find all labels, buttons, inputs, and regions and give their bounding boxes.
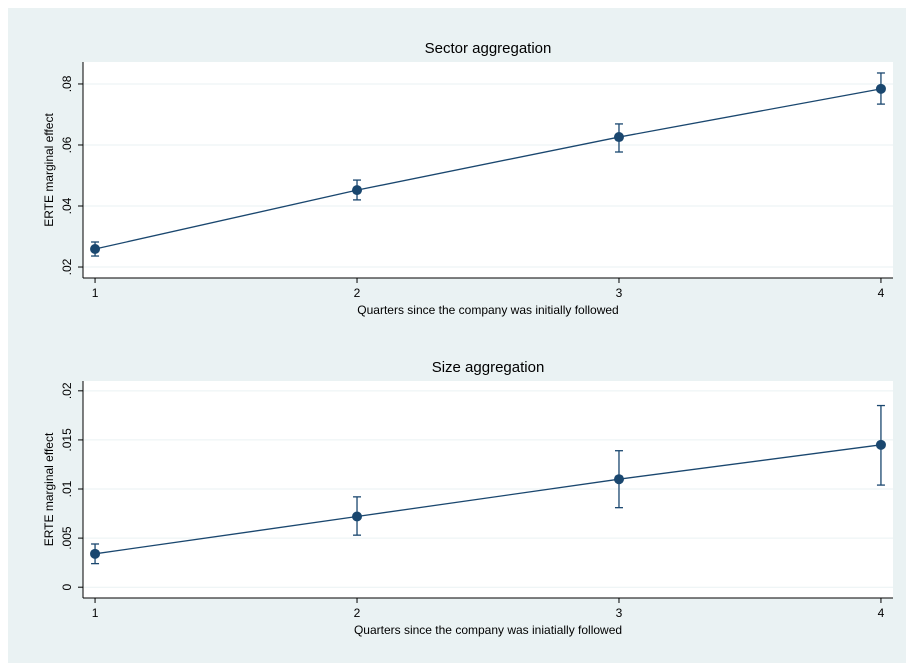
x-tick-label: 1 bbox=[92, 606, 99, 620]
marker bbox=[90, 244, 101, 255]
series-line bbox=[94, 88, 882, 250]
panel-title: Sector aggregation bbox=[425, 40, 552, 57]
series-line bbox=[94, 444, 882, 555]
marker bbox=[90, 548, 101, 559]
marker bbox=[352, 185, 363, 196]
y-axis-label: ERTE marginal effect bbox=[42, 113, 56, 227]
x-tick-label: 1 bbox=[92, 286, 99, 300]
x-axis-label: Quarters since the company was initially… bbox=[357, 303, 618, 317]
x-tick-label: 4 bbox=[878, 606, 885, 620]
marker bbox=[613, 132, 624, 143]
y-tick-label: .005 bbox=[60, 526, 74, 550]
marker bbox=[875, 83, 886, 94]
panel-title: Size aggregation bbox=[432, 359, 545, 376]
y-tick-label: .02 bbox=[60, 258, 74, 275]
x-axis-label: Quarters since the company was iniatiall… bbox=[354, 623, 622, 637]
x-tick-label: 3 bbox=[616, 606, 623, 620]
y-tick-label: .06 bbox=[60, 136, 74, 153]
marker bbox=[352, 511, 363, 522]
x-tick-label: 2 bbox=[354, 286, 361, 300]
y-tick-label: .02 bbox=[60, 382, 74, 399]
y-tick-label: .01 bbox=[60, 480, 74, 497]
y-tick-label: .015 bbox=[60, 428, 74, 452]
marker bbox=[613, 474, 624, 485]
marker bbox=[875, 439, 886, 450]
y-tick-label: 0 bbox=[60, 584, 74, 591]
plot-area bbox=[83, 62, 893, 278]
y-tick-label: .04 bbox=[60, 197, 74, 214]
y-tick-label: .08 bbox=[60, 75, 74, 92]
x-tick-label: 3 bbox=[616, 286, 623, 300]
y-axis-label: ERTE marginal effect bbox=[42, 432, 56, 546]
x-tick-label: 4 bbox=[878, 286, 885, 300]
x-tick-label: 2 bbox=[354, 606, 361, 620]
